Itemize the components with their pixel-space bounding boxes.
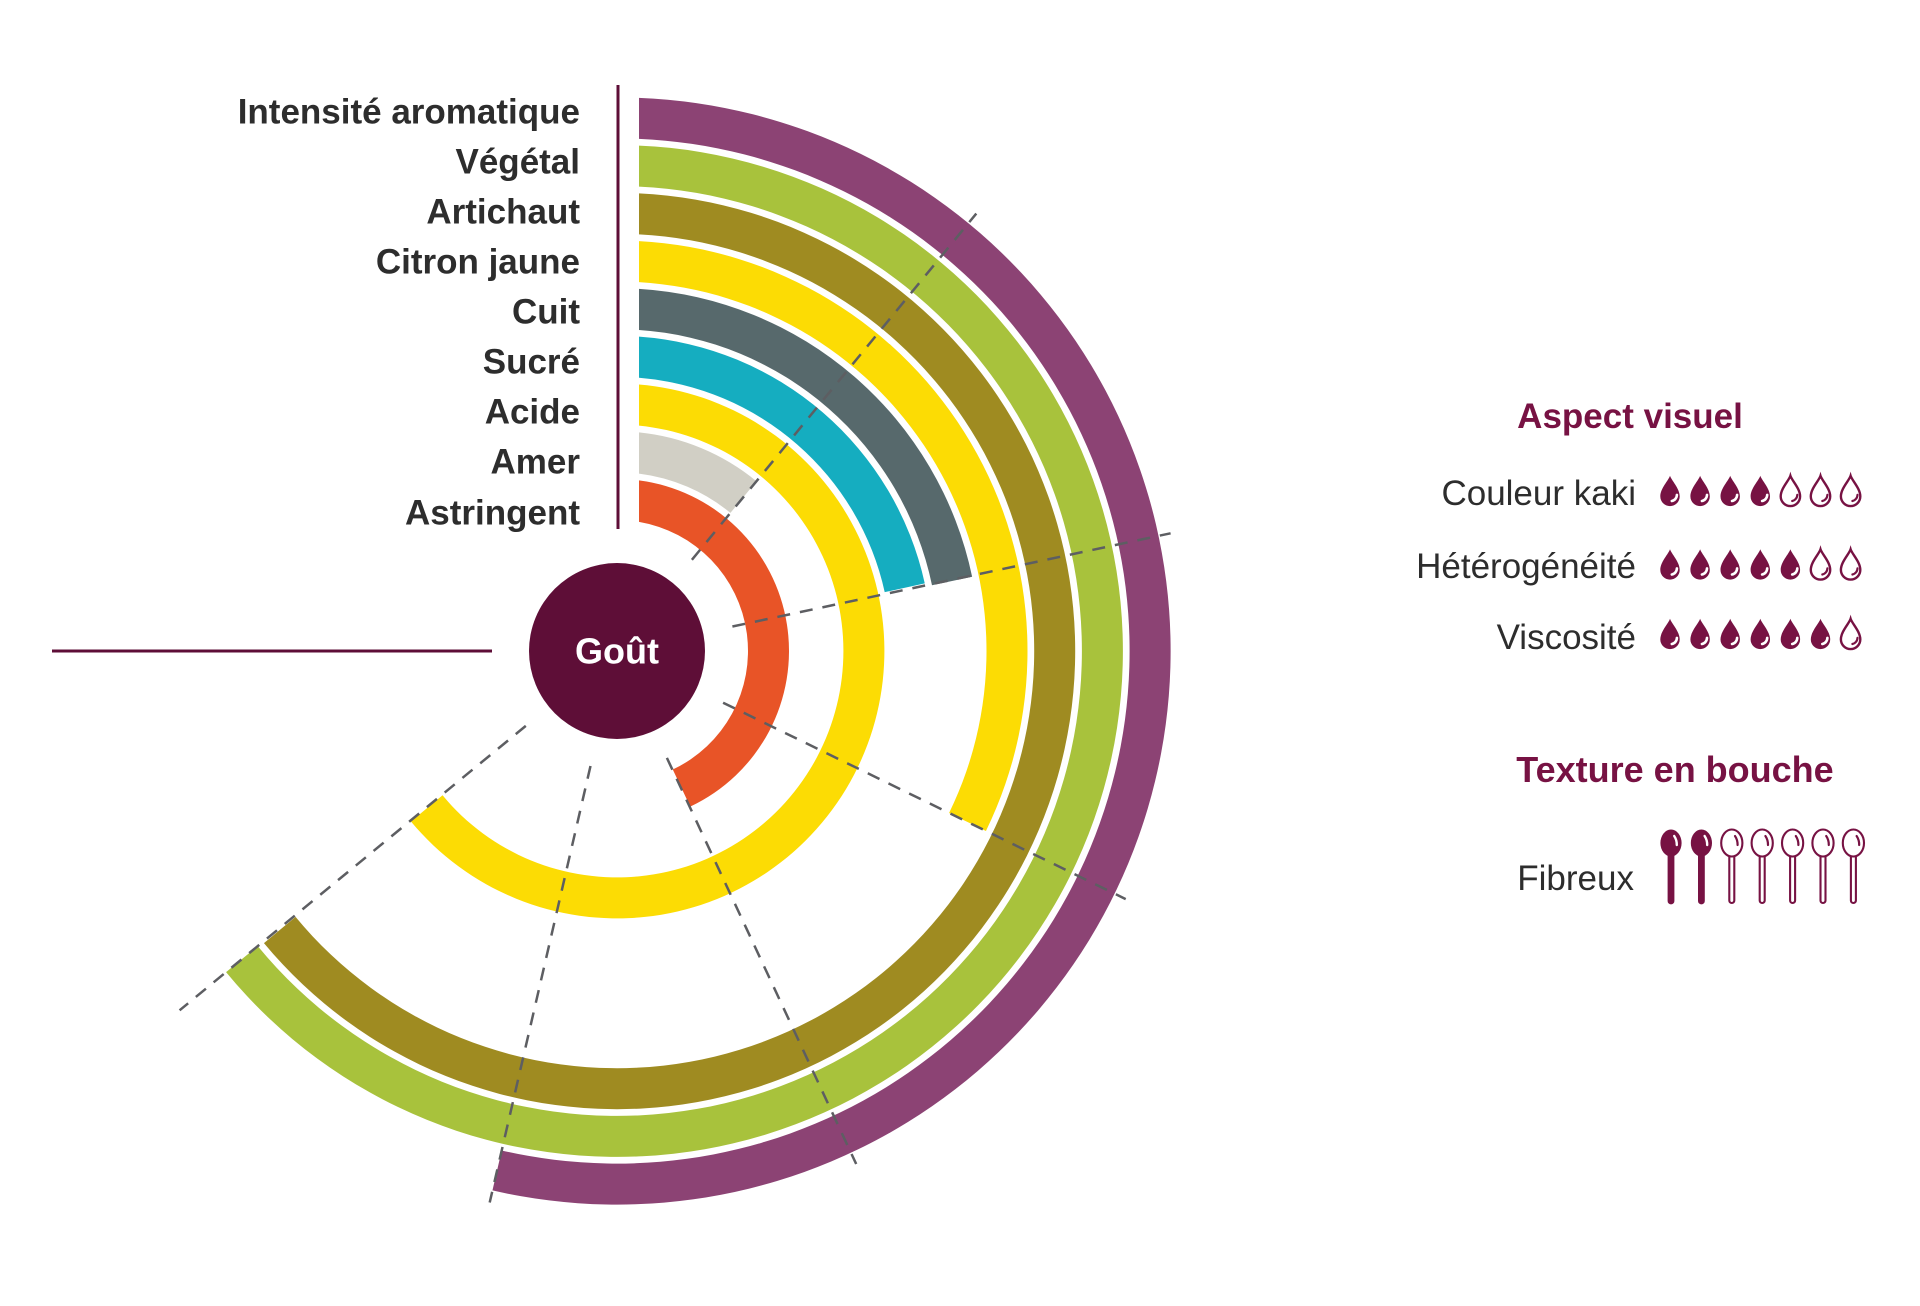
svg-text:Citron jaune: Citron jaune	[376, 243, 580, 282]
svg-text:Couleur kaki: Couleur kaki	[1441, 474, 1636, 513]
svg-text:Aspect visuel: Aspect visuel	[1517, 397, 1743, 436]
svg-text:Viscosité: Viscosité	[1497, 618, 1636, 657]
svg-text:Amer: Amer	[491, 443, 581, 482]
svg-text:Astringent: Astringent	[405, 494, 580, 533]
svg-text:Texture en bouche: Texture en bouche	[1516, 749, 1833, 790]
svg-text:Fibreux: Fibreux	[1517, 859, 1634, 898]
svg-text:Acide: Acide	[485, 393, 580, 432]
svg-text:Sucré: Sucré	[483, 343, 580, 382]
svg-text:Artichaut: Artichaut	[426, 193, 580, 232]
svg-text:Hétérogénéité: Hétérogénéité	[1416, 547, 1636, 586]
svg-text:Cuit: Cuit	[512, 293, 580, 332]
svg-text:Végétal: Végétal	[456, 143, 581, 182]
svg-text:Goût: Goût	[575, 631, 659, 672]
svg-text:Intensité aromatique: Intensité aromatique	[238, 93, 580, 132]
